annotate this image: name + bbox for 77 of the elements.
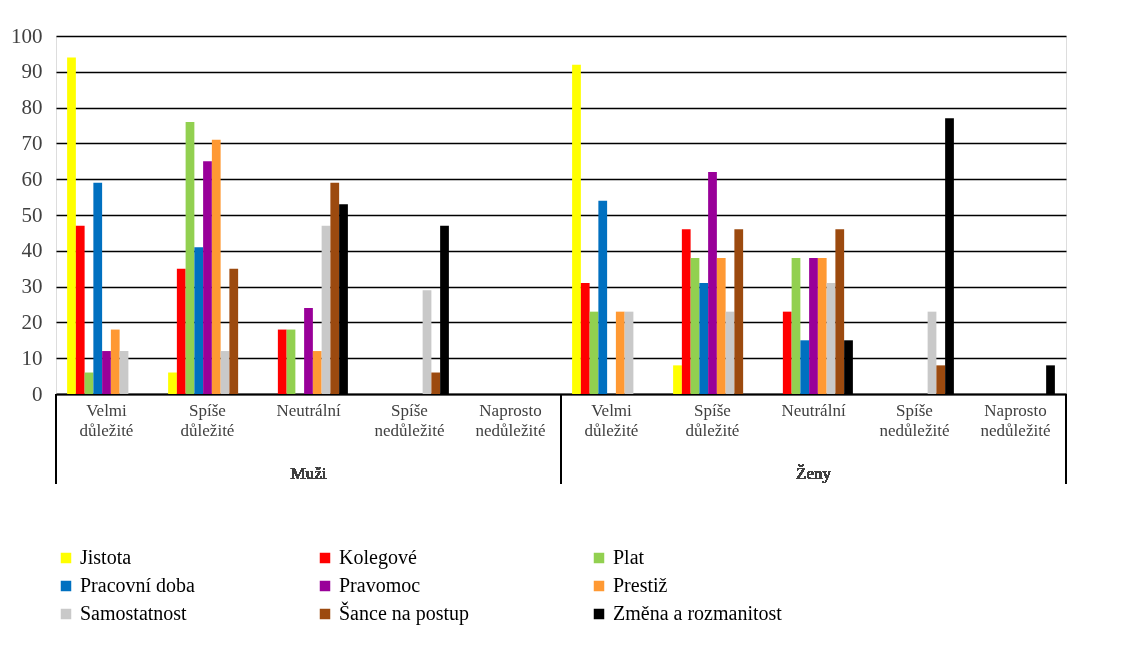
bar xyxy=(826,283,836,394)
bar xyxy=(185,121,195,394)
bar xyxy=(817,257,827,394)
bar xyxy=(791,257,801,394)
bar xyxy=(312,351,322,394)
x-tick-label: Velmi důležité xyxy=(79,400,134,440)
bar xyxy=(229,268,239,394)
text: Ženy xyxy=(796,464,832,483)
legend-label: Samostatnost xyxy=(80,602,188,624)
bar xyxy=(598,200,608,394)
bar xyxy=(277,329,287,394)
legend-label: Pracovní doba xyxy=(80,574,196,596)
bar xyxy=(102,351,111,394)
y-tick-label: 20 xyxy=(21,309,43,334)
text: Muži xyxy=(290,464,327,483)
bar xyxy=(431,372,441,394)
bar xyxy=(615,311,625,394)
bar xyxy=(681,229,691,394)
legend-label: Změna a rozmanitost xyxy=(613,602,783,624)
x-tick-label: Spíše nedůležité xyxy=(374,400,445,440)
x-tick-label: Neutrální xyxy=(276,400,341,420)
bar xyxy=(211,139,221,394)
x-tick-label: Spíše důležité xyxy=(685,400,740,440)
y-tick-label: 100 xyxy=(11,23,43,48)
bar xyxy=(927,311,937,394)
legend-label: Kolegové xyxy=(339,546,417,569)
legend-label: Jistota xyxy=(80,546,132,568)
x-tick-label: Naprosto nedůležité xyxy=(980,400,1051,440)
bar xyxy=(93,182,103,394)
x-tick-label: Neutrální xyxy=(781,400,846,420)
bar xyxy=(673,365,682,394)
bar xyxy=(708,172,717,394)
x-tick-label: Spíše nedůležité xyxy=(879,400,950,440)
legend-label: Pravomoc xyxy=(339,574,421,596)
y-tick-label: 30 xyxy=(21,274,43,299)
bar xyxy=(194,247,204,394)
legend-label: Šance na postup xyxy=(339,601,469,625)
bar xyxy=(835,229,845,394)
bar xyxy=(716,257,726,394)
bar xyxy=(286,329,296,394)
bar xyxy=(330,182,340,394)
y-tick-label: 40 xyxy=(21,238,43,263)
x-tick-label: Spíše důležité xyxy=(180,400,235,440)
bar xyxy=(321,225,331,394)
y-tick-label: 80 xyxy=(21,95,43,120)
x-tick-label: Velmi důležité xyxy=(584,400,639,440)
bar xyxy=(110,329,120,394)
bar xyxy=(304,308,313,394)
legend-label: Plat xyxy=(613,546,645,568)
y-tick-label: 50 xyxy=(21,202,43,227)
y-tick-label: 70 xyxy=(21,130,43,155)
bar xyxy=(168,372,177,394)
y-tick-label: 0 xyxy=(32,381,43,406)
bar xyxy=(580,283,590,394)
bar xyxy=(203,161,212,394)
bar xyxy=(220,351,230,394)
y-tick-label: 10 xyxy=(21,345,43,370)
bar xyxy=(67,57,76,394)
bar xyxy=(782,311,792,394)
x-tick-label: Naprosto nedůležité xyxy=(475,400,546,440)
bar xyxy=(589,311,599,394)
y-tick-label: 60 xyxy=(21,166,43,191)
bar xyxy=(734,229,744,394)
bar xyxy=(422,290,432,394)
bar xyxy=(624,311,634,394)
bar xyxy=(800,340,810,394)
bar xyxy=(119,351,129,394)
bar xyxy=(725,311,735,394)
bar xyxy=(75,225,85,394)
bar xyxy=(690,257,700,394)
legend-label: Prestiž xyxy=(613,574,668,596)
bar xyxy=(176,268,186,394)
bar xyxy=(699,283,709,394)
y-tick-label: 90 xyxy=(21,59,43,84)
bar xyxy=(809,257,818,394)
bar xyxy=(572,64,581,394)
bar xyxy=(936,365,946,394)
